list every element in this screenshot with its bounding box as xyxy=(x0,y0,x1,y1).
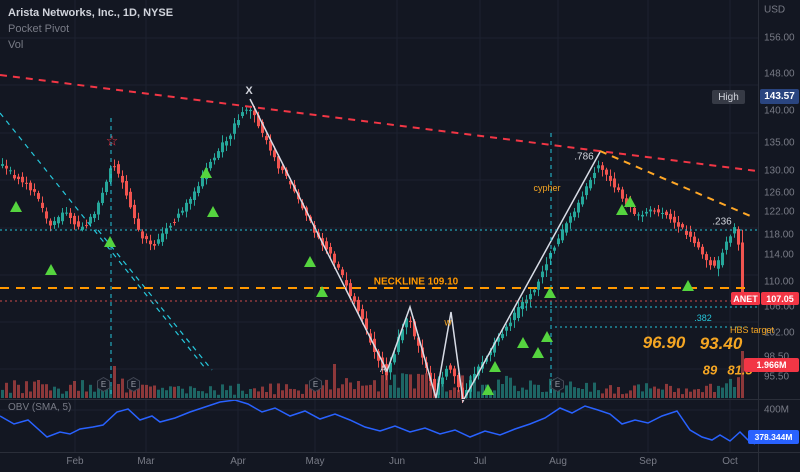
fib-382-label[interactable]: .382 xyxy=(694,313,712,323)
pocket-pivot-triangle-icon xyxy=(45,264,57,275)
high-price-value: 143.57 xyxy=(760,89,799,104)
orange-resistance-line xyxy=(599,150,756,219)
earnings-badge-icon[interactable]: E xyxy=(97,377,110,392)
symbol-price-tag: ANET xyxy=(731,292,760,305)
time-axis-month-label: Aug xyxy=(549,456,567,467)
volume-layer xyxy=(1,351,744,398)
price-axis-label: 148.00 xyxy=(764,68,795,80)
descending-resistance-line xyxy=(0,74,758,172)
time-axis-month-label: May xyxy=(305,456,325,467)
fib-236-label[interactable]: .236 xyxy=(712,216,732,228)
price-axis-label: 98.50 xyxy=(764,351,790,363)
earnings-badge-icon[interactable]: E xyxy=(309,377,322,392)
price-axis-label: 106.00 xyxy=(764,301,795,313)
time-axis-month-label: Apr xyxy=(230,456,246,467)
teal-channel-line-1 xyxy=(0,112,206,369)
pocket-pivot-triangle-icon xyxy=(544,287,556,298)
price-axis-label: 140.00 xyxy=(764,105,795,117)
cypher-label[interactable]: cypher xyxy=(533,183,561,193)
earnings-badge-icon[interactable]: E xyxy=(551,377,564,392)
price-axis-label: 114.00 xyxy=(764,249,794,261)
time-axis-month-label: Jul xyxy=(473,456,487,467)
chart-legend: Arista Networks, Inc., 1D, NYSE Pocket P… xyxy=(8,5,173,53)
pocket-pivot-triangle-icon xyxy=(200,167,212,178)
time-axis-month-label: Jun xyxy=(388,456,406,467)
star-marker-icon: ☆ xyxy=(105,132,119,149)
pocket-pivot-triangle-icon xyxy=(304,256,316,267)
pocket-pivot-triangle-icon xyxy=(624,196,636,207)
time-axis-divider xyxy=(0,452,800,453)
last-price-value: 107.05 xyxy=(761,292,799,305)
pocket-pivot-triangle-icon xyxy=(541,331,553,342)
target-89[interactable]: 89 xyxy=(702,362,718,378)
indicator-vol[interactable]: Vol xyxy=(8,39,24,51)
label-x[interactable]: X xyxy=(245,85,253,97)
pane-divider[interactable] xyxy=(0,399,800,400)
price-axis-label: 122.00 xyxy=(764,206,795,218)
pocket-pivot-triangle-icon xyxy=(616,204,628,215)
symbol-title[interactable]: Arista Networks, Inc., 1D, NYSE xyxy=(8,7,174,19)
indicator-pocket-pivot[interactable]: Pocket Pivot xyxy=(8,23,70,35)
pocket-pivot-triangle-icon xyxy=(104,236,116,247)
pocket-pivot-triangle-icon xyxy=(489,361,501,372)
label-w[interactable]: w xyxy=(444,317,452,329)
pocket-pivot-triangle-icon xyxy=(316,286,328,297)
time-axis-month-label: Oct xyxy=(722,456,738,467)
label-a[interactable]: A xyxy=(379,364,387,374)
price-chart-canvas[interactable] xyxy=(0,0,758,452)
volume-value-tag: 1.966M xyxy=(744,358,799,372)
pocket-pivot-triangle-icon xyxy=(532,347,544,358)
price-axis-divider xyxy=(758,0,759,472)
price-axis-label: 130.00 xyxy=(764,165,795,177)
obv-line xyxy=(0,399,756,445)
pocket-pivot-triangle-icon xyxy=(482,384,494,395)
price-axis-label: 95.50 xyxy=(764,371,790,383)
fib-786-label[interactable]: .786 xyxy=(574,151,594,163)
candles-layer xyxy=(1,105,744,403)
target-96-90[interactable]: 96.90 xyxy=(642,333,686,352)
target-93-40[interactable]: 93.40 xyxy=(699,334,743,353)
price-axis-label: 110.00 xyxy=(764,276,794,288)
time-axis-month-label: Sep xyxy=(639,456,657,467)
neckline-label[interactable]: NECKLINE 109.10 xyxy=(373,276,459,288)
price-axis-label: 126.00 xyxy=(764,187,795,199)
pattern-zigzag-line xyxy=(249,98,601,404)
pocket-pivot-triangle-icon xyxy=(682,280,694,291)
time-axis-month-label: Feb xyxy=(66,456,84,467)
high-price-tag: High xyxy=(712,90,745,104)
earnings-badge-icon[interactable]: E xyxy=(127,377,140,392)
time-axis-month-label: Mar xyxy=(137,456,155,467)
obv-value-tag: 378.344M xyxy=(748,430,799,444)
price-axis-label: 118.00 xyxy=(764,229,794,241)
pocket-pivot-triangle-icon xyxy=(207,206,219,217)
hbs-target-label[interactable]: HBS target xyxy=(729,325,775,335)
teal-channel-line-2 xyxy=(97,229,213,371)
price-axis-label: 156.00 xyxy=(764,32,795,44)
currency-label: USD xyxy=(764,4,786,16)
pocket-pivot-triangle-icon xyxy=(10,201,22,212)
price-axis-label: 135.00 xyxy=(764,137,795,149)
price-axis-label: 102.00 xyxy=(764,327,795,339)
indicator-obv[interactable]: OBV (SMA, 5) xyxy=(8,402,72,413)
obv-scale-label: 400M xyxy=(764,404,790,416)
pocket-pivot-triangle-icon xyxy=(517,337,529,348)
